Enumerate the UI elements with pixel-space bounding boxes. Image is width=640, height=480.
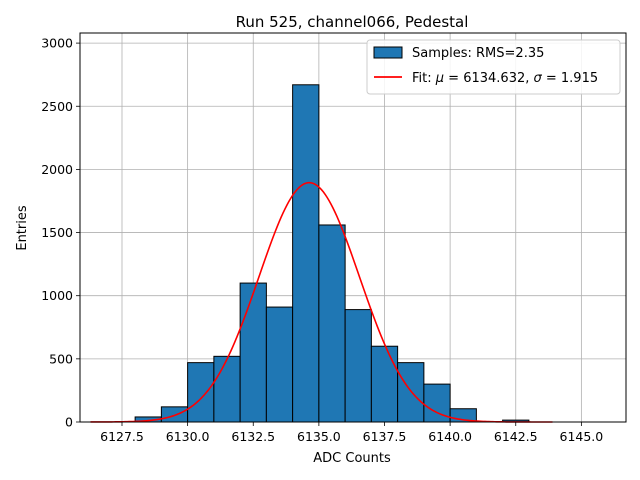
chart-title: Run 525, channel066, Pedestal: [236, 13, 469, 31]
x-axis-label: ADC Counts: [313, 451, 391, 466]
x-axis-ticks: 6127.5 6130.0 6132.5 6135.0 6137.5 6140.0 6142…: [100, 422, 603, 444]
histogram-bar: [213, 355, 241, 423]
histogram-bar: [370, 345, 399, 423]
x-tick-label: 6140.0: [428, 429, 472, 444]
x-tick-label: 6135.0: [297, 429, 341, 444]
y-tick-label: 1500: [41, 225, 73, 240]
fit-curve-group: [90, 181, 553, 423]
y-tick-label: 2500: [41, 99, 73, 114]
x-tick-label: 6137.5: [363, 429, 407, 444]
y-tick-label: 0: [65, 415, 73, 430]
plot-frame: [79, 32, 627, 423]
x-tick-label: 6130.0: [166, 429, 210, 444]
x-tick-label: 6132.5: [231, 429, 275, 444]
grid-lines: [80, 33, 626, 423]
legend-swatch-samples: [373, 46, 403, 59]
y-axis-label: Entries: [15, 205, 30, 251]
histogram-bars: [134, 84, 530, 423]
fit-curve: [90, 181, 553, 423]
histogram-bar: [318, 224, 346, 423]
y-tick-label: 2000: [41, 162, 73, 177]
histogram-bar: [239, 282, 267, 423]
legend-box: [366, 39, 621, 95]
legend: Samples: RMS=2.35 Fit: μ = 6134.632, σ =…: [366, 39, 621, 95]
histogram-bar: [397, 362, 425, 423]
histogram-bar: [187, 362, 215, 423]
x-tick-label: 6127.5: [100, 429, 144, 444]
x-tick-label: 6142.5: [494, 429, 538, 444]
histogram-bar: [344, 309, 372, 423]
histogram-bar: [265, 306, 294, 423]
x-tick-label: 6145.0: [560, 429, 604, 444]
legend-label-samples: Samples: RMS=2.35: [412, 46, 544, 61]
histogram-bar: [292, 84, 320, 423]
legend-label-fit: Fit: μ = 6134.632, σ = 1.915: [412, 71, 598, 86]
y-tick-label: 3000: [41, 36, 73, 51]
y-tick-label: 1000: [41, 288, 73, 303]
y-tick-label: 500: [49, 351, 73, 366]
histogram-bar: [160, 406, 189, 423]
y-axis-ticks: 0 500 1000 1500 2000 2500 3000: [41, 36, 80, 430]
